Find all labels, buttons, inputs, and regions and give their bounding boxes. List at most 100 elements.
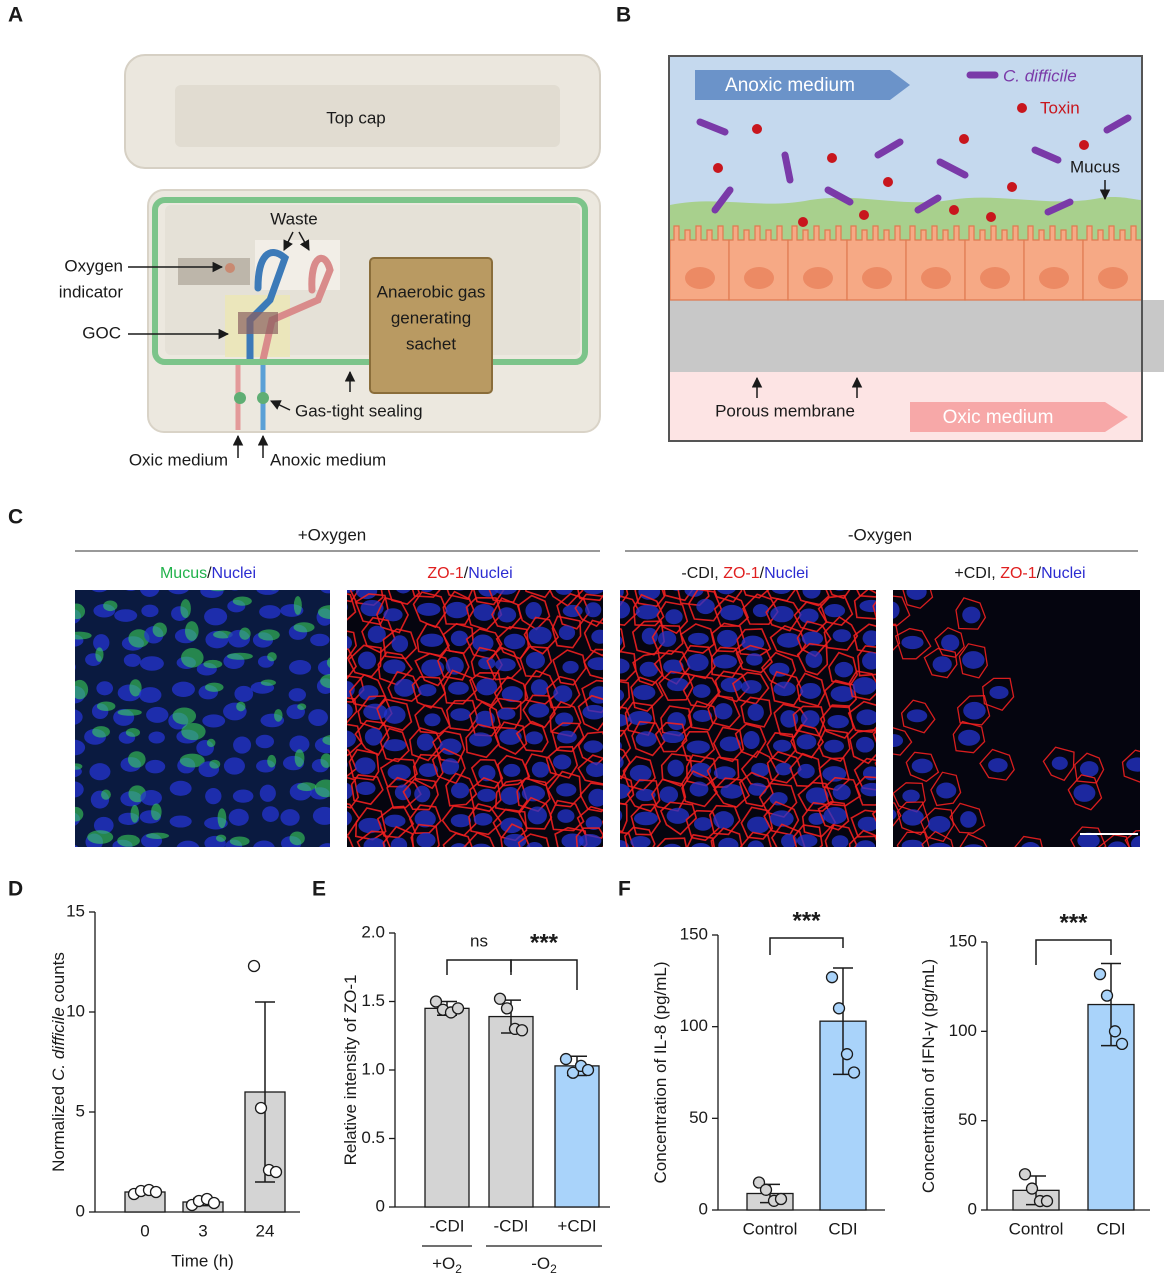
- tight-junction: [347, 749, 358, 778]
- nucleus: [469, 732, 492, 747]
- nucleus: [495, 658, 516, 672]
- nucleus: [527, 576, 548, 589]
- nucleus: [139, 590, 160, 597]
- tight-junction: [765, 597, 802, 632]
- nucleus: [667, 712, 686, 731]
- data-point: [759, 1183, 773, 1196]
- tight-junction: [682, 674, 721, 708]
- tight-junction: [656, 601, 689, 635]
- mucus-signal: [322, 735, 330, 746]
- caption-part: Nuclei: [212, 565, 256, 582]
- tight-junction: [678, 644, 716, 680]
- tight-junction: [797, 781, 835, 812]
- tight-junction: [382, 628, 418, 660]
- mucus-signal: [181, 647, 204, 668]
- micrograph: [75, 576, 330, 876]
- y-tick-label: 0: [76, 1201, 85, 1220]
- tight-junction: [350, 774, 384, 806]
- significance-label: ***: [1059, 909, 1088, 936]
- nucleus: [862, 652, 876, 670]
- data-point: [825, 971, 839, 984]
- nucleus: [1077, 832, 1100, 847]
- nucleus: [148, 731, 165, 744]
- nucleus: [906, 709, 928, 723]
- nucleus: [526, 842, 543, 847]
- tight-junction: [660, 753, 693, 787]
- tight-junction: [620, 802, 628, 833]
- mucus-signal: [130, 804, 140, 823]
- nucleus: [562, 660, 579, 674]
- caption-part: Nuclei: [1041, 565, 1085, 582]
- tight-junction: [658, 670, 694, 702]
- tight-junction: [436, 649, 470, 681]
- nucleus: [932, 656, 952, 673]
- tight-junction: [545, 745, 579, 779]
- nucleus: [530, 679, 549, 697]
- y-tick-label: 50: [958, 1110, 977, 1129]
- group-label: -Oxygen: [848, 525, 912, 544]
- nucleus: [713, 766, 736, 780]
- nucleus: [232, 789, 254, 803]
- significance-label: ns: [470, 931, 488, 950]
- nucleus: [553, 685, 573, 703]
- nucleus: [118, 858, 138, 876]
- tight-junction: [620, 650, 637, 682]
- tight-junction: [469, 700, 501, 737]
- data-point: [500, 1002, 514, 1015]
- nucleus: [745, 864, 763, 882]
- nucleus: [799, 608, 819, 624]
- axis-title-part: counts: [49, 952, 68, 1002]
- gut-schematic: [668, 55, 1164, 442]
- nucleus: [424, 869, 440, 886]
- data-point: [515, 1024, 529, 1037]
- nucleus: [751, 762, 770, 777]
- membrane: [1065, 300, 1118, 372]
- mucus-signal: [206, 738, 216, 748]
- nucleus: [1107, 841, 1127, 847]
- nucleus: [801, 631, 824, 646]
- mucus-signal: [289, 831, 305, 846]
- cell: [1082, 225, 1143, 301]
- mucus-signal: [117, 709, 142, 716]
- nucleus: [960, 811, 977, 828]
- tight-junction: [713, 777, 751, 809]
- y-tick-label: 5: [76, 1101, 85, 1120]
- nucleus: [620, 658, 630, 674]
- cell: [787, 225, 848, 301]
- panel-label: D: [8, 878, 23, 901]
- mucus-signal: [314, 779, 330, 798]
- tight-junction: [952, 720, 986, 754]
- nucleus: [555, 712, 574, 727]
- nucleus: [902, 789, 920, 803]
- tight-junction: [465, 596, 503, 631]
- axis-title-part: Concentration of IL-8 (pg/mL): [651, 961, 670, 1183]
- tight-junction: [871, 809, 876, 823]
- nucleus: [748, 782, 767, 796]
- nucleus: [776, 632, 801, 648]
- nucleus: [771, 590, 791, 594]
- tight-junction: [442, 622, 474, 654]
- nucleus: [859, 599, 876, 613]
- nucleus: [852, 677, 876, 695]
- nucleus: [876, 631, 893, 645]
- significance-label: ***: [530, 929, 559, 956]
- mucus-signal: [128, 629, 150, 648]
- label: GOC: [82, 323, 121, 342]
- tight-junction: [522, 694, 556, 729]
- tight-junction: [347, 630, 358, 660]
- nucleus: [588, 788, 603, 807]
- nucleus: [445, 601, 469, 619]
- tight-junction: [524, 669, 559, 705]
- mucus-signal: [181, 722, 206, 741]
- data-point: [149, 1185, 163, 1199]
- micrograph: [620, 590, 876, 882]
- tight-junction: [1045, 853, 1074, 886]
- tight-junction: [872, 729, 876, 744]
- label: Top cap: [326, 108, 386, 127]
- tight-junction: [893, 802, 902, 827]
- tight-junction: [956, 695, 991, 726]
- nucleus: [75, 709, 83, 725]
- nucleus: [282, 576, 305, 588]
- nucleus: [234, 685, 254, 702]
- nucleus: [743, 731, 760, 750]
